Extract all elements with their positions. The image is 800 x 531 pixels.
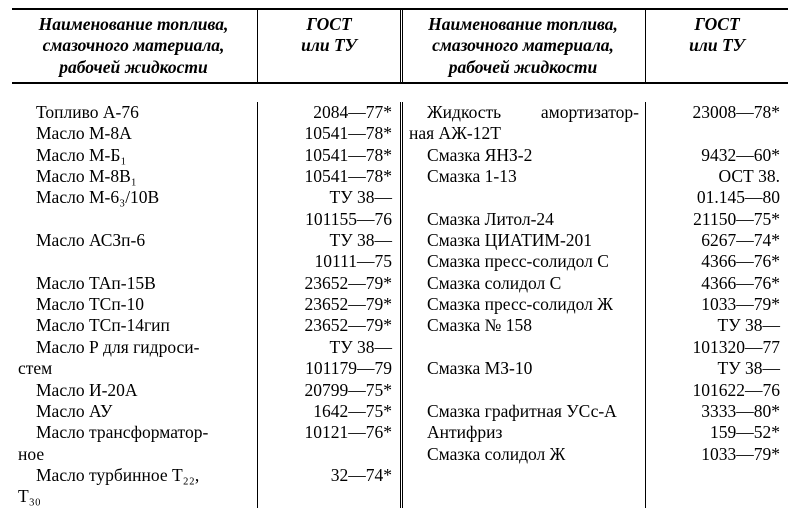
name-cell: Масло трансформатор- xyxy=(18,422,251,443)
header-col-gost-right: ГОСТ или ТУ xyxy=(646,10,788,82)
gost-cell: 10541—78* xyxy=(262,166,392,187)
gost-cell: ТУ 38— xyxy=(650,358,780,379)
gost-cell: 23652—79* xyxy=(262,294,392,315)
gost-cell: 10541—78* xyxy=(262,123,392,144)
col-gost-right: 23008—78* 9432—60*ОСТ 38.01.145—8021150—… xyxy=(646,102,788,508)
name-cell: Масло ТСп-10 xyxy=(18,294,251,315)
name-cell: Масло АУ xyxy=(18,401,251,422)
name-cell: ная АЖ-12Т xyxy=(409,123,639,144)
name-cell: Смазка графитная УСс-А xyxy=(409,401,639,422)
col-names-left: Топливо А-76Масло М-8АМасло М-Б₁Масло М-… xyxy=(12,102,258,508)
gost-cell: 1642—75* xyxy=(262,401,392,422)
table-header: Наименование топлива, смазочного материа… xyxy=(12,8,788,84)
gost-cell: 101155—76 xyxy=(262,209,392,230)
gost-cell: 159—52* xyxy=(650,422,780,443)
name-cell xyxy=(409,187,639,208)
name-cell: Смазка пресс-солидол С xyxy=(409,251,639,272)
name-cell: Масло Р для гидроси- xyxy=(18,337,251,358)
name-cell: Смазка солидол Ж xyxy=(409,444,639,465)
gost-cell xyxy=(262,444,392,465)
name-cell xyxy=(18,209,251,230)
gost-cell: 1033—79* xyxy=(650,444,780,465)
gost-cell: 101320—77 xyxy=(650,337,780,358)
body-right: Жидкость амортизатор-ная АЖ-12ТСмазка ЯН… xyxy=(400,102,788,508)
name-cell: Смазка МЗ-10 xyxy=(409,358,639,379)
header-col-gost-left: ГОСТ или ТУ xyxy=(258,10,400,82)
table-body: Топливо А-76Масло М-8АМасло М-Б₁Масло М-… xyxy=(12,84,788,531)
name-cell: Масло И-20А xyxy=(18,380,251,401)
gost-cell: ТУ 38— xyxy=(262,337,392,358)
gost-cell: 101622—76 xyxy=(650,380,780,401)
gost-cell: 9432—60* xyxy=(650,145,780,166)
col-names-right: Жидкость амортизатор-ная АЖ-12ТСмазка ЯН… xyxy=(403,102,646,508)
gost-cell: ТУ 38— xyxy=(262,187,392,208)
name-cell: Т₃₀ xyxy=(18,486,251,507)
header-text: рабочей жидкости xyxy=(409,57,637,78)
name-cell: Смазка ЯНЗ-2 xyxy=(409,145,639,166)
name-cell: Масло М-6₃/10В xyxy=(18,187,251,208)
gost-cell: 101179—79 xyxy=(262,358,392,379)
name-cell: Масло М-8В₁ xyxy=(18,166,251,187)
header-text: смазочного материала, xyxy=(18,35,249,56)
body-left: Топливо А-76Масло М-8АМасло М-Б₁Масло М-… xyxy=(12,102,400,508)
col-gost-left: 2084—77*10541—78*10541—78*10541—78*ТУ 38… xyxy=(258,102,400,508)
header-text: Наименование топлива, xyxy=(409,14,637,35)
name-cell xyxy=(18,251,251,272)
name-cell: Смазка солидол С xyxy=(409,273,639,294)
gost-cell xyxy=(650,123,780,144)
gost-cell: 23652—79* xyxy=(262,273,392,294)
gost-cell: 10541—78* xyxy=(262,145,392,166)
name-cell: Масло М-8А xyxy=(18,123,251,144)
name-cell xyxy=(409,337,639,358)
gost-cell: 32—74* xyxy=(262,465,392,486)
header-col-name-right: Наименование топлива, смазочного материа… xyxy=(403,10,646,82)
name-cell: Смазка 1-13 xyxy=(409,166,639,187)
gost-cell: 01.145—80 xyxy=(650,187,780,208)
name-cell: Смазка пресс-солидол Ж xyxy=(409,294,639,315)
name-cell: Антифриз xyxy=(409,422,639,443)
gost-cell: 10111—75 xyxy=(262,251,392,272)
gost-cell: 6267—74* xyxy=(650,230,780,251)
header-text: или ТУ xyxy=(264,35,394,56)
gost-cell: ТУ 38— xyxy=(262,230,392,251)
header-text: ГОСТ xyxy=(652,14,782,35)
name-cell: ное xyxy=(18,444,251,465)
name-cell: Смазка № 158 xyxy=(409,315,639,336)
name-cell: Масло турбинное Т₂₂, xyxy=(18,465,251,486)
gost-cell: 21150—75* xyxy=(650,209,780,230)
name-cell: Масло ТАп-15В xyxy=(18,273,251,294)
document-page: Наименование топлива, смазочного материа… xyxy=(0,0,800,531)
gost-cell: 10121—76* xyxy=(262,422,392,443)
header-right: Наименование топлива, смазочного материа… xyxy=(400,10,788,82)
gost-cell: 2084—77* xyxy=(262,102,392,123)
header-text: Наименование топлива, xyxy=(18,14,249,35)
name-cell: Смазка ЦИАТИМ-201 xyxy=(409,230,639,251)
name-cell: Жидкость амортизатор- xyxy=(409,102,639,123)
name-cell: Топливо А-76 xyxy=(18,102,251,123)
header-text: или ТУ xyxy=(652,35,782,56)
gost-cell: 4366—76* xyxy=(650,273,780,294)
gost-cell: 20799—75* xyxy=(262,380,392,401)
gost-cell: ОСТ 38. xyxy=(650,166,780,187)
gost-cell: 1033—79* xyxy=(650,294,780,315)
gost-cell: 3333—80* xyxy=(650,401,780,422)
gost-cell: 23652—79* xyxy=(262,315,392,336)
header-text: рабочей жидкости xyxy=(18,57,249,78)
name-cell: Смазка Литол-24 xyxy=(409,209,639,230)
name-cell: Масло М-Б₁ xyxy=(18,145,251,166)
gost-cell: 4366—76* xyxy=(650,251,780,272)
gost-cell xyxy=(262,486,392,507)
name-cell: Масло ТСп-14гип xyxy=(18,315,251,336)
header-text: смазочного материала, xyxy=(409,35,637,56)
name-cell xyxy=(409,380,639,401)
header-text: ГОСТ xyxy=(264,14,394,35)
name-cell: стем xyxy=(18,358,251,379)
header-col-name-left: Наименование топлива, смазочного материа… xyxy=(12,10,258,82)
header-left: Наименование топлива, смазочного материа… xyxy=(12,10,400,82)
name-cell: Масло АСЗп-6 xyxy=(18,230,251,251)
gost-cell: 23008—78* xyxy=(650,102,780,123)
gost-cell: ТУ 38— xyxy=(650,315,780,336)
